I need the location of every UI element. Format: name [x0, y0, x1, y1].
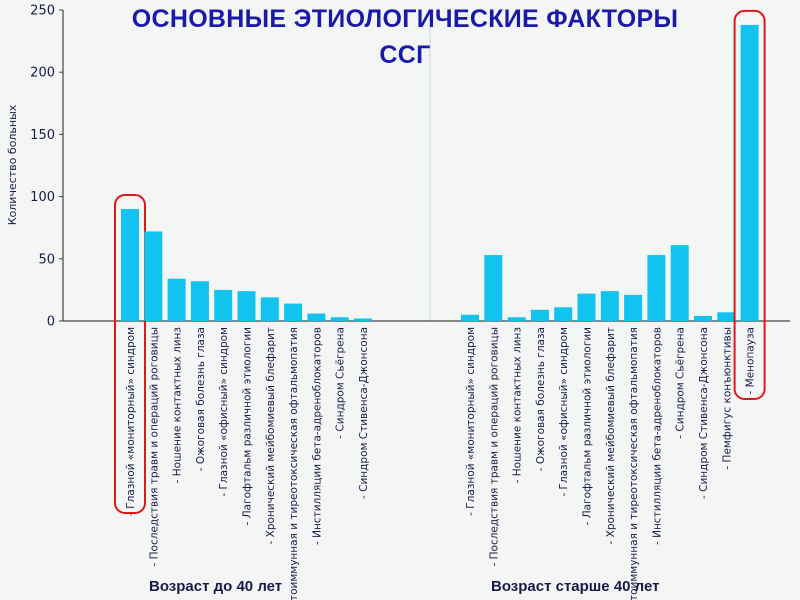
category-label: - Аутоиммунная и тиреотоксическая офталь…	[288, 327, 300, 600]
y-tick-label: 50	[38, 252, 55, 267]
bar	[284, 303, 303, 321]
y-tick-label: 150	[30, 128, 55, 143]
bar	[694, 316, 712, 321]
category-label: - Лагофтальм различной этиологии	[582, 327, 594, 525]
category-label: - Глазной «мониторный» синдром	[465, 327, 477, 516]
category-label: - Глазной «офисный» синдром	[218, 327, 230, 497]
bar	[167, 278, 186, 321]
chart-title: ОСНОВНЫЕ ЭТИОЛОГИЧЕСКИЕ ФАКТОРЫ	[131, 5, 679, 33]
category-label: - Синдром Стивенса-Джонсона	[358, 327, 370, 499]
category-label: - Синдром Сьёгрена	[675, 327, 687, 439]
highlight-frame	[114, 194, 146, 514]
bar	[144, 231, 163, 321]
y-tick-label: 200	[30, 66, 55, 81]
bar	[530, 309, 549, 321]
y-tick-label: 100	[30, 190, 55, 205]
bar	[237, 291, 256, 321]
category-label: - Ношение контактных линз	[172, 327, 184, 483]
chart-title-line-2: ССГ	[379, 41, 431, 69]
bar	[484, 255, 503, 321]
category-label: - Глазной «мониторный» синдром	[125, 327, 137, 516]
category-label: - Аутоиммунная и тиреотоксическая офталь…	[628, 327, 640, 600]
category-label: - Инстилляции бета-адреноблокаторов	[651, 327, 663, 545]
category-label: - Лагофтальм различной этиологии	[242, 327, 254, 525]
category-label: - Последствия травм и операций роговицы	[488, 327, 500, 567]
category-label: - Ожоговая болезнь глаза	[195, 327, 207, 471]
y-tick-label: 0	[47, 315, 55, 330]
bar	[740, 24, 759, 321]
y-axis-label: Количество больных	[6, 104, 19, 225]
bar	[507, 317, 526, 321]
group-label-over-40: Возраст старше 40 лет	[491, 578, 660, 595]
category-label: - Ожоговая болезнь глаза	[535, 327, 547, 471]
category-label: - Хронический мейбомиевый блефарит	[265, 327, 277, 544]
category-label: - Ношение контактных линз	[512, 327, 524, 483]
category-label: - Синдром Стивенса-Джонсона	[698, 327, 710, 499]
bar	[554, 307, 573, 321]
bar	[307, 313, 326, 321]
bar	[214, 289, 233, 321]
y-tick-label: 250	[30, 4, 55, 19]
highlight-frame	[733, 9, 766, 400]
bar	[670, 245, 689, 321]
category-label: - Инстилляции бета-адреноблокаторов	[311, 327, 323, 545]
bar	[190, 281, 209, 321]
category-label: - Синдром Сьёгрена	[335, 327, 347, 439]
bar	[461, 314, 479, 321]
category-label: - Хронический мейбомиевый блефарит	[605, 327, 617, 544]
bar	[600, 291, 619, 321]
bar	[647, 255, 666, 321]
bar	[717, 312, 736, 321]
category-label: - Пемфигус конъюнктивы	[721, 327, 733, 470]
bar	[260, 297, 279, 321]
bar	[624, 294, 643, 321]
bar	[577, 293, 596, 321]
bar	[121, 209, 139, 321]
bar	[354, 318, 372, 321]
bar	[330, 317, 349, 321]
category-label: - Менопауза	[745, 327, 757, 394]
category-label: - Глазной «офисный» синдром	[558, 327, 570, 497]
category-label: - Последствия травм и операций роговицы	[148, 327, 160, 567]
group-label-under-40: Возраст до 40 лет	[149, 578, 283, 595]
